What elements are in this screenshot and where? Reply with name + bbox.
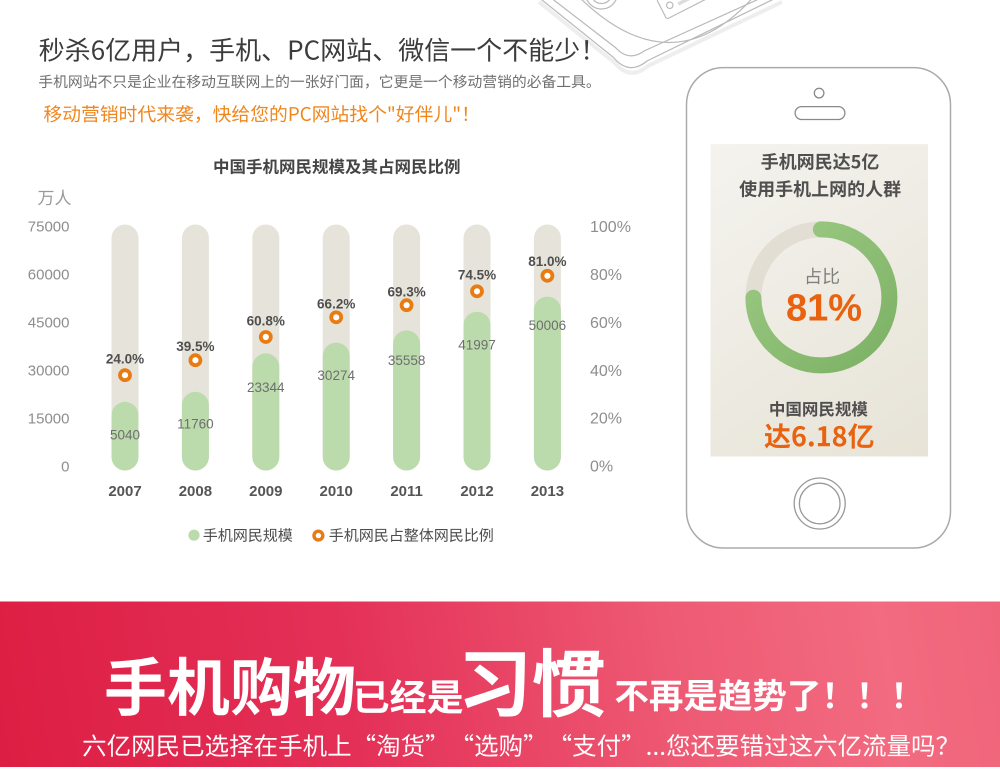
svg-text:41997: 41997: [458, 338, 496, 353]
svg-text:100%: 100%: [590, 219, 631, 236]
svg-text:50006: 50006: [529, 318, 567, 333]
svg-text:2008: 2008: [179, 483, 212, 500]
svg-text:81.0%: 81.0%: [528, 254, 566, 269]
svg-text:75000: 75000: [28, 218, 70, 235]
svg-text:2012: 2012: [460, 483, 493, 500]
svg-text:81%: 81%: [786, 287, 862, 329]
svg-text:0: 0: [61, 458, 69, 475]
svg-text:20%: 20%: [590, 411, 622, 428]
svg-text:24.0%: 24.0%: [106, 352, 144, 367]
svg-text:45000: 45000: [28, 314, 70, 331]
svg-text:30000: 30000: [28, 362, 70, 379]
svg-text:0%: 0%: [590, 459, 613, 476]
svg-text:2010: 2010: [320, 483, 353, 500]
svg-text:69.3%: 69.3%: [387, 285, 425, 300]
svg-text:66.2%: 66.2%: [317, 296, 355, 311]
svg-text:60%: 60%: [590, 315, 622, 332]
svg-text:2009: 2009: [249, 483, 282, 500]
svg-text:80%: 80%: [590, 267, 622, 284]
svg-text:74.5%: 74.5%: [458, 268, 496, 283]
svg-text:2013: 2013: [531, 483, 564, 500]
svg-text:35558: 35558: [388, 353, 426, 368]
svg-text:39.5%: 39.5%: [176, 339, 214, 354]
svg-text:2011: 2011: [390, 483, 423, 500]
svg-text:5040: 5040: [110, 428, 140, 443]
svg-text:60.8%: 60.8%: [247, 313, 285, 328]
svg-text:60000: 60000: [28, 266, 70, 283]
svg-text:30274: 30274: [317, 368, 355, 383]
svg-text:11760: 11760: [177, 416, 214, 431]
svg-text:23344: 23344: [247, 380, 285, 395]
svg-text:15000: 15000: [28, 410, 70, 427]
svg-text:2007: 2007: [108, 483, 141, 500]
svg-text:40%: 40%: [590, 363, 622, 380]
